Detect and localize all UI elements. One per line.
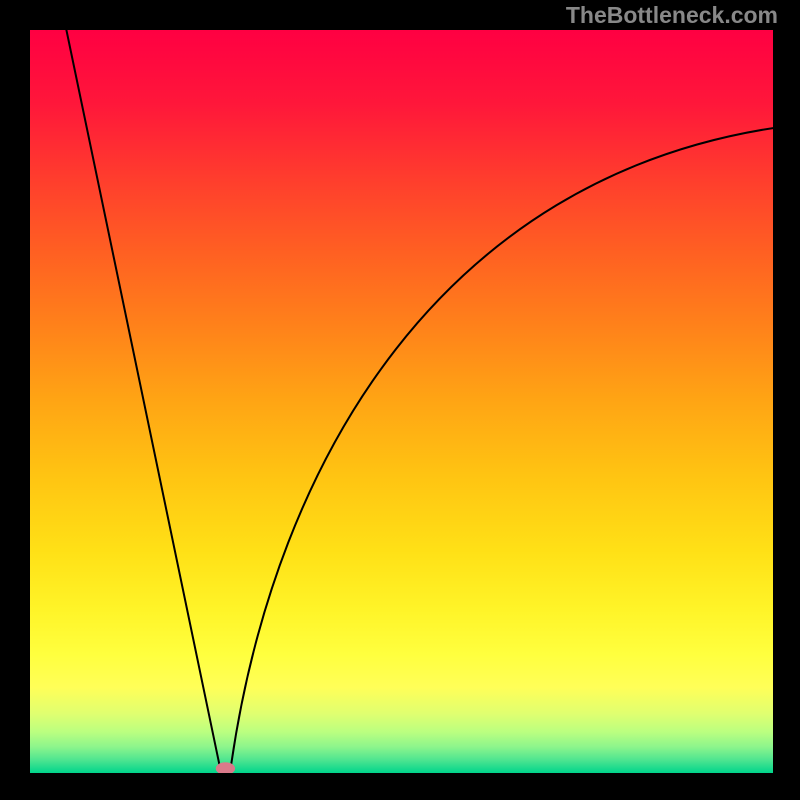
- chart-frame: TheBottleneck.com: [0, 0, 800, 800]
- chart-svg: [30, 30, 773, 773]
- plot-area: [30, 30, 773, 773]
- watermark-text: TheBottleneck.com: [566, 2, 778, 29]
- gradient-background: [30, 30, 773, 773]
